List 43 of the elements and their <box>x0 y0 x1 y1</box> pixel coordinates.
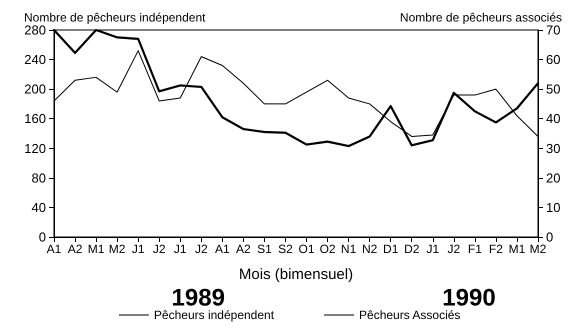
x-tick-label: D1 <box>383 242 399 256</box>
y2-tick-label: 20 <box>546 170 560 186</box>
x-tick-label: S1 <box>257 242 272 256</box>
y2-tick-label: 50 <box>546 82 560 97</box>
y-tick-label: 200 <box>24 82 46 97</box>
x-tick-label: J2 <box>447 242 460 256</box>
x-tick-label: F1 <box>468 242 482 256</box>
x-tick-label: M1 <box>88 242 105 256</box>
x-tick-label: J2 <box>152 242 166 256</box>
y-axis-title: Nombre de pêcheurs indépendent <box>24 10 206 25</box>
x-tick-label: A2 <box>68 242 83 256</box>
y2-tick-label: 0 <box>546 230 554 244</box>
x-tick-label: O1 <box>298 242 315 256</box>
y-tick-label: 40 <box>32 200 46 215</box>
x-tick-label: S2 <box>278 242 294 256</box>
y2-tick-label: 40 <box>546 111 560 126</box>
y-tick-label: 280 <box>24 22 46 38</box>
y2-axis-title: Nombre de pêcheurs associés <box>400 10 562 25</box>
x-tick-label: A1 <box>215 242 230 256</box>
y2-tick-label: 10 <box>546 200 560 215</box>
y-tick-label: 80 <box>32 170 46 186</box>
x-tick-label: J1 <box>174 242 187 256</box>
x-tick-label: A2 <box>236 242 252 256</box>
x-tick-label: O2 <box>320 242 336 256</box>
y-tick-label: 0 <box>38 230 46 244</box>
x-tick-label: M2 <box>530 242 547 256</box>
y-tick-label: 160 <box>24 111 46 126</box>
x-tick-label: D2 <box>404 242 420 256</box>
x-tick-label: J2 <box>194 242 208 256</box>
x-tick-label: J1 <box>426 242 440 256</box>
y2-tick-label: 60 <box>546 52 560 68</box>
x-tick-label: J1 <box>132 242 145 256</box>
x-tick-label: M2 <box>108 242 126 256</box>
y-tick-label: 120 <box>24 140 46 156</box>
x-tick-label: N1 <box>340 242 357 256</box>
x-axis-title: Mois (bimensuel) <box>238 266 354 283</box>
x-tick-label: N2 <box>362 242 378 256</box>
x-tick-label: F2 <box>488 242 504 256</box>
x-tick-label: A1 <box>46 242 62 256</box>
y2-tick-label: 70 <box>546 22 560 38</box>
x-tick-label: M1 <box>508 242 526 256</box>
y2-tick-label: 30 <box>546 140 560 156</box>
y-tick-label: 240 <box>24 52 46 68</box>
